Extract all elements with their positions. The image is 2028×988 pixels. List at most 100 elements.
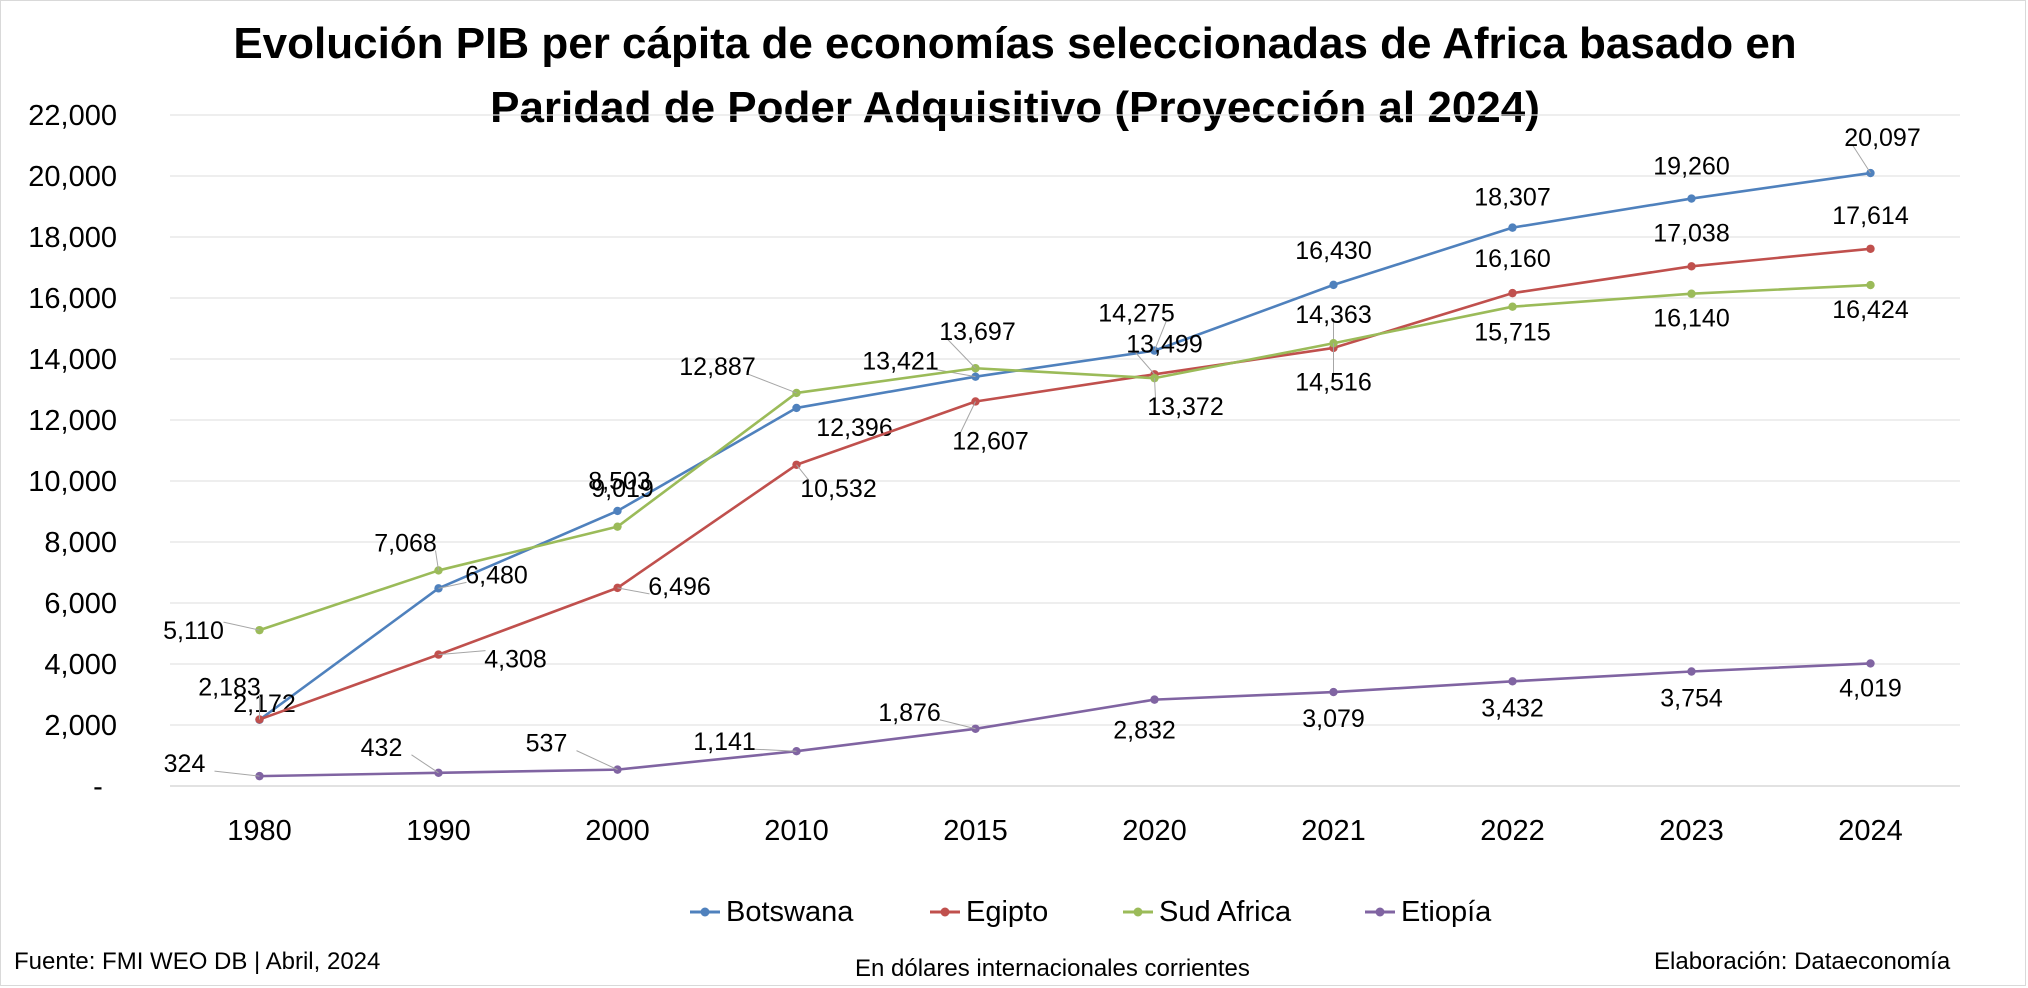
legend-item-sud-africa: Sud Africa [1123, 890, 1291, 934]
data-point-botswana [792, 403, 801, 413]
series-line-sud-africa [259, 283, 1871, 632]
x-tick-label: 2015 [943, 815, 1008, 847]
y-tick-label: 4,000 [44, 649, 117, 681]
data-point-etiop-a [1329, 687, 1338, 697]
label-leader-line [438, 581, 467, 589]
data-point-sud-africa [1687, 289, 1696, 298]
label-leader-line [617, 587, 650, 595]
x-tick-label: 1990 [406, 815, 471, 847]
data-point-egipto [1866, 244, 1875, 253]
data-label-sud-africa: 8,503 [588, 468, 651, 496]
data-point-sud-africa [613, 522, 622, 531]
legend-swatch [930, 907, 960, 917]
data-label-egipto: 14,363 [1295, 301, 1371, 329]
label-leader-line [223, 621, 260, 631]
label-leader-line [1154, 378, 1156, 399]
label-leader-line [1852, 144, 1871, 174]
legend-swatch [1123, 907, 1153, 917]
x-tick-label: 1980 [227, 815, 292, 847]
data-label-botswana: 18,307 [1474, 184, 1550, 212]
y-tick-label: 6,000 [44, 588, 117, 620]
data-label-etiop-a: 432 [361, 734, 403, 762]
data-label-egipto: 2,183 [198, 673, 261, 701]
data-label-sud-africa: 16,424 [1832, 296, 1909, 324]
data-point-etiop-a [1508, 677, 1517, 686]
data-label-sud-africa: 5,110 [163, 617, 224, 645]
data-label-sud-africa: 12,887 [679, 353, 755, 381]
legend-swatch [690, 907, 720, 917]
label-leader-line [411, 754, 439, 774]
label-leader-line [747, 373, 797, 394]
credit-note: Elaboración: Dataeconomía [1654, 948, 1951, 975]
x-tick-label: 2023 [1659, 815, 1724, 847]
chart-title-line1: Evolución PIB per cápita de economías se… [233, 19, 1797, 68]
chart-title: Evolución PIB per cápita de economías se… [150, 12, 1880, 140]
data-label-etiop-a: 1,876 [878, 699, 941, 727]
data-label-sud-africa: 7,068 [374, 529, 437, 557]
series-line-botswana [258, 171, 1871, 721]
data-label-botswana: 2,172 [233, 690, 296, 718]
label-leader-line [947, 338, 976, 369]
units-note: En dólares internacionales corrientes [855, 955, 1250, 982]
x-tick-label: 2020 [1122, 815, 1187, 847]
label-leader-line [930, 368, 976, 378]
label-leader-line [1154, 320, 1167, 351]
data-label-sud-africa: 14,516 [1295, 368, 1371, 396]
y-tick-label: 20,000 [28, 161, 117, 193]
data-label-sud-africa: 13,372 [1147, 393, 1223, 421]
data-label-botswana: 9,019 [591, 475, 654, 503]
data-point-sud-africa [1508, 302, 1517, 311]
legend-swatch [1365, 907, 1395, 917]
data-label-botswana: 19,260 [1653, 153, 1729, 181]
y-tick-label: 22,000 [28, 100, 117, 132]
data-label-egipto: 13,499 [1126, 330, 1202, 358]
legend-label: Sud Africa [1159, 895, 1292, 928]
data-point-sud-africa [1329, 339, 1338, 348]
data-point-sud-africa [1866, 280, 1875, 290]
y-tick-label: 14,000 [28, 344, 117, 376]
y-tick-label: - [93, 771, 103, 803]
data-label-egipto: 4,308 [484, 646, 547, 674]
data-label-etiop-a: 2,832 [1113, 717, 1176, 745]
data-point-botswana [1687, 194, 1696, 203]
data-point-etiop-a [1687, 667, 1696, 676]
label-leader-line [960, 401, 976, 433]
label-leader-line [754, 748, 797, 752]
y-tick-label: 2,000 [44, 710, 117, 742]
data-label-etiop-a: 4,019 [1839, 674, 1902, 702]
legend-item-etiop-a: Etiopía [1365, 890, 1491, 934]
data-label-egipto: 12,607 [952, 427, 1028, 455]
series-line-etiop-a [259, 662, 1871, 778]
y-tick-label: 16,000 [28, 283, 117, 315]
data-point-botswana [613, 506, 622, 516]
label-leader-line [1134, 350, 1155, 375]
data-label-egipto: 17,038 [1653, 219, 1729, 247]
data-label-botswana: 16,430 [1295, 237, 1371, 265]
data-label-etiop-a: 3,079 [1302, 705, 1365, 733]
data-label-egipto: 17,614 [1832, 202, 1909, 230]
label-leader-line [214, 770, 260, 777]
series-line-egipto [259, 247, 1871, 721]
y-tick-label: 18,000 [28, 222, 117, 254]
legend-item-botswana: Botswana [690, 890, 853, 934]
data-point-etiop-a [1866, 659, 1875, 668]
x-tick-label: 2022 [1480, 815, 1545, 847]
x-tick-label: 2021 [1301, 815, 1366, 847]
label-leader-line [796, 464, 809, 481]
data-label-sud-africa: 13,697 [939, 318, 1015, 346]
label-leader-line [435, 550, 439, 571]
data-label-egipto: 16,160 [1474, 245, 1550, 273]
data-label-botswana: 13,421 [862, 348, 938, 376]
data-label-botswana: 12,396 [816, 414, 892, 442]
legend-label: Botswana [726, 895, 854, 928]
data-point-etiop-a [1150, 695, 1159, 704]
data-label-sud-africa: 15,715 [1474, 319, 1550, 347]
data-point-egipto [1687, 262, 1696, 271]
data-label-etiop-a: 3,754 [1660, 685, 1723, 713]
data-point-egipto [1508, 288, 1517, 298]
x-tick-label: 2024 [1838, 815, 1903, 847]
legend-label: Etiopía [1401, 895, 1492, 928]
data-label-etiop-a: 324 [164, 750, 206, 778]
data-point-botswana [1329, 280, 1338, 290]
